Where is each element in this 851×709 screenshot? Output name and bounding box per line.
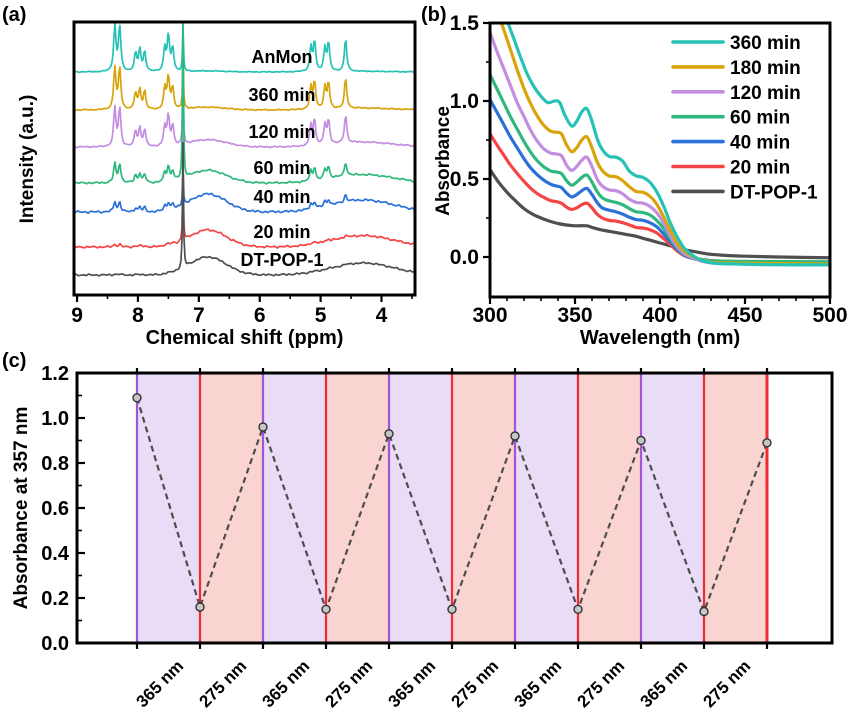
c-band-tick-label: 275 nm — [447, 656, 502, 709]
a-trace-360-min — [75, 51, 414, 112]
c-y-tick-label: 0.8 — [41, 453, 69, 475]
a-trace-40-min — [75, 169, 414, 214]
b-x-tick-label: 400 — [642, 304, 677, 327]
a-trace-label: 40 min — [253, 187, 310, 207]
b-x-tick-label: 450 — [727, 304, 762, 327]
c-band-tick-label: 275 nm — [573, 656, 628, 709]
c-band-275-nm — [578, 374, 641, 642]
c-data-marker — [321, 604, 331, 614]
panel-a-frame — [72, 20, 417, 297]
c-band-tick-label: 365 nm — [258, 656, 313, 709]
legend-item-label: 60 min — [730, 108, 790, 129]
a-trace-label: 360 min — [248, 85, 315, 105]
a-x-tick-label: 7 — [193, 304, 205, 327]
c-band-tick-label: 275 nm — [195, 656, 250, 709]
a-x-tick-label: 8 — [132, 304, 144, 327]
c-data-marker — [384, 429, 394, 439]
c-data-marker — [447, 604, 457, 614]
c-irradiation-bands — [135, 374, 769, 642]
a-trace-label: 20 min — [253, 222, 310, 242]
panel-b-tag: (b) — [421, 4, 447, 26]
a-x-tick-label: 6 — [254, 304, 266, 327]
legend-item-label: 40 min — [730, 133, 790, 154]
b-curve-360-min — [506, 24, 829, 267]
legend: 360 min 180 min 120 min 60 min 40 min 20 min D… — [671, 33, 818, 203]
panel-c-tag: (c) — [2, 350, 27, 372]
c-data-marker — [195, 602, 205, 612]
c-y-tick-label: 0.2 — [41, 588, 69, 610]
c-data-marker — [510, 431, 520, 441]
c-band-tick-label: 275 nm — [321, 656, 376, 709]
c-y-tick-label: 1.0 — [41, 408, 69, 430]
a-trace-120-min — [75, 80, 414, 149]
panel-a: 9 8 7 6 5 4 AnMon 360 min 120 min 60 min 40 min 20 … — [71, 23, 414, 327]
legend-item-label: 120 min — [730, 83, 801, 104]
c-data-marker — [132, 393, 142, 403]
panel-c-frame — [75, 371, 834, 645]
a-trace-DT-POP-1 — [75, 141, 414, 277]
panel-c-yaxis-title: Absorbance at 357 nm — [11, 406, 32, 610]
c-data-marker — [762, 438, 772, 448]
c-y-tick-label: 1.2 — [41, 363, 69, 385]
c-band-365-nm — [389, 374, 452, 642]
b-x-tick-label: 500 — [812, 304, 847, 327]
c-data-marker — [258, 422, 268, 432]
b-y-tick-label: 1.5 — [450, 12, 480, 35]
c-band-365-nm — [515, 374, 578, 642]
c-band-tick-label: 365 nm — [384, 656, 439, 709]
c-band-275-nm — [326, 374, 389, 642]
a-trace-AnMon — [75, 23, 414, 74]
b-y-tick-label: 0.5 — [450, 168, 480, 191]
a-trace-60-min — [75, 23, 414, 185]
c-band-tick-label: 365 nm — [132, 656, 187, 709]
panel-b: 300 350 400 450 500 0.0 0.5 1.0 1.5 360 min 180 mi… — [450, 12, 848, 327]
a-trace-label: DT-POP-1 — [240, 250, 323, 270]
legend-item-label: DT-POP-1 — [730, 182, 818, 203]
b-curve-120-min — [491, 31, 829, 267]
legend-item-label: 180 min — [730, 58, 801, 79]
b-x-tick-label: 300 — [472, 304, 507, 327]
c-band-275-nm — [452, 374, 515, 642]
panel-a-tag: (a) — [2, 4, 27, 26]
a-trace-label: AnMon — [252, 47, 313, 67]
c-band-365-nm — [641, 374, 704, 642]
b-curve-180-min — [500, 24, 829, 266]
c-y-tick-label: 0.4 — [41, 543, 70, 565]
a-trace-20-min — [75, 179, 414, 249]
b-y-tick-label: 1.0 — [450, 90, 479, 113]
b-curve-DT-POP-1 — [491, 168, 829, 260]
a-trace-label: 120 min — [248, 122, 315, 142]
c-data-marker — [573, 604, 583, 614]
panel-a-yaxis-title: Intensity (a.u.) — [17, 94, 38, 224]
a-x-tick-label: 4 — [376, 304, 388, 327]
c-data-marker — [636, 435, 646, 446]
a-x-tick-label: 9 — [71, 304, 83, 327]
legend-item-label: 360 min — [730, 33, 801, 54]
panel-b-xaxis-title: Wavelength (nm) — [579, 327, 741, 349]
legend-item-label: 20 min — [730, 158, 790, 179]
a-trace-label: 60 min — [253, 158, 310, 178]
c-band-365-nm — [263, 374, 326, 642]
a-traces — [75, 23, 414, 277]
c-band-tick-label: 365 nm — [636, 656, 691, 709]
panel-b-frame — [488, 21, 832, 299]
panel-a-xaxis-title: Chemical shift (ppm) — [145, 327, 344, 349]
c-band-365-nm — [137, 374, 200, 642]
c-data-marker — [699, 606, 709, 617]
c-band-275-nm — [704, 374, 767, 642]
b-x-tick-label: 350 — [557, 304, 592, 327]
c-band-tick-label: 275 nm — [699, 656, 754, 709]
c-band-275-nm — [200, 374, 263, 642]
b-y-tick-label: 0.0 — [450, 246, 479, 269]
c-y-tick-label: 0.0 — [41, 633, 69, 655]
b-curves — [491, 24, 829, 267]
a-x-tick-label: 5 — [315, 304, 327, 327]
panel-b-yaxis-title: Absorbance — [433, 106, 454, 216]
c-band-tick-label: 365 nm — [510, 656, 565, 709]
c-y-tick-label: 0.6 — [41, 498, 69, 520]
